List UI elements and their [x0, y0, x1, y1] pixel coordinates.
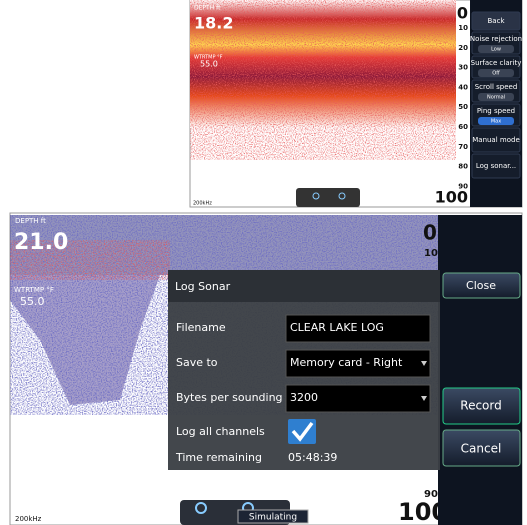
menu-value: Max [491, 119, 501, 125]
field-box[interactable] [285, 349, 431, 378]
cancel-button[interactable] [442, 429, 521, 467]
menu-value-pill [478, 93, 514, 101]
scale-label: 90 [424, 489, 438, 500]
side-panel [438, 215, 522, 525]
cancel-label: Cancel [461, 442, 502, 456]
temp: 55.0 [20, 295, 45, 308]
scale-label: 80 [458, 163, 468, 171]
log-sonar-dialog: Log Sonar Filename CLEAR LAKE LOG Save to M… [168, 270, 440, 470]
menu-value: Off [492, 71, 500, 77]
scale-label: 0 [457, 4, 468, 23]
field-label: Bytes per sounding [176, 391, 283, 404]
menu-item[interactable] [471, 11, 521, 31]
close-button[interactable] [442, 272, 521, 299]
scale-label: 20 [458, 44, 468, 52]
menu-item[interactable] [471, 153, 521, 179]
frequency: 200kHz [193, 201, 212, 207]
time-value: 05:48:39 [288, 451, 337, 464]
temp-label: WTRTMP °F [194, 55, 223, 61]
scale-label: 10 [424, 248, 438, 259]
close-label: Close [466, 279, 496, 292]
field-box[interactable] [285, 384, 431, 413]
menu-label: Back [488, 17, 506, 25]
dropdown-arrow [421, 396, 427, 401]
menu-value-pill [478, 69, 514, 77]
field-value: 3200 [290, 391, 318, 404]
menu-label: Scroll speed [475, 83, 518, 91]
scale-label: 60 [458, 123, 468, 131]
field-label: Filename [176, 321, 226, 334]
bottom-screen: DEPTH ft 21.0 WTRTMP °F 55.0 200kHz 0 10… [9, 212, 523, 525]
menu-label: Surface clarity [471, 59, 522, 67]
menu-label: Manual mode [472, 136, 520, 144]
dropdown-arrow [421, 361, 427, 366]
depth: 21.0 [14, 230, 68, 255]
status-box [237, 509, 309, 524]
temp-label: WTRTMP °F [14, 286, 54, 294]
depth: 18.2 [194, 14, 233, 33]
menu-value: Low [491, 47, 501, 53]
scale-label: 70 [458, 143, 468, 151]
scale-label: 100 [435, 188, 468, 207]
record-label: Record [460, 399, 501, 413]
menu-item[interactable] [471, 127, 521, 153]
scale-label: 30 [458, 64, 468, 72]
checkbox-label: Log all channels [176, 425, 265, 438]
menu-label: Ping speed [477, 107, 515, 115]
record-button[interactable] [442, 387, 521, 425]
sonar-noise-red [10, 240, 170, 280]
sonar-noise [190, 0, 456, 160]
field-box[interactable] [285, 314, 431, 343]
zoom-buttons[interactable] [296, 188, 360, 207]
scale-label: 0 [423, 221, 437, 245]
zoom-out-icon [312, 192, 320, 200]
top-screen: DEPTH ft 18.2 WTRTMP °F 55.0 200kHz 010 2… [189, 0, 523, 208]
checkmark [291, 421, 314, 442]
status: Simulating [249, 513, 297, 523]
temp: 55.0 [200, 60, 218, 69]
frequency: 200kHz [15, 515, 42, 523]
menu-label: Noise rejection [470, 35, 522, 43]
menu-label: Log sonar... [476, 162, 516, 170]
menu-value: Normal [487, 95, 505, 101]
fields: Filename CLEAR LAKE LOG Save to Memory card… [176, 314, 431, 413]
scale-label: 40 [458, 83, 468, 91]
dialog-titlebar [168, 270, 440, 302]
checkbox[interactable] [288, 419, 316, 444]
menu-value-pill [478, 117, 514, 125]
scale-label: 50 [458, 103, 468, 111]
scale-label: 90 [458, 182, 468, 190]
menu-value-pill [478, 45, 514, 53]
field-value: CLEAR LAKE LOG [290, 321, 384, 334]
time-label: Time remaining [175, 451, 262, 464]
menu: Back Noise rejection Low Surface clarity Off… [470, 11, 522, 179]
depth-label: DEPTH ft [194, 5, 221, 12]
dialog-title: Log Sonar [175, 280, 231, 293]
zoom-out-icon [195, 502, 207, 514]
field-label: Save to [176, 356, 218, 369]
scale-label: 10 [458, 24, 468, 32]
depth-label: DEPTH ft [15, 217, 46, 225]
zoom-in-icon [338, 192, 346, 200]
field-value: Memory card - Right [290, 356, 403, 369]
